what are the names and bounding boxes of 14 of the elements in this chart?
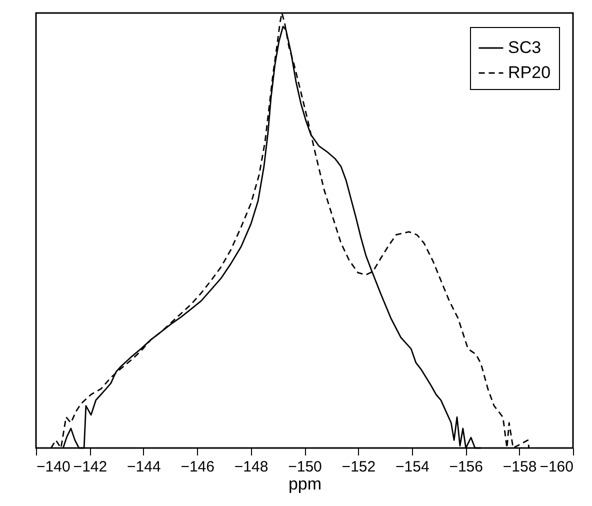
legend-label: RP20 (508, 63, 551, 82)
x-tick-label: −140 (36, 458, 70, 476)
x-tick-label: −156 (449, 458, 483, 476)
x-tick-label: −146 (180, 458, 214, 476)
x-tick-label: −160 (540, 458, 574, 476)
x-tick-label: −148 (234, 458, 268, 476)
x-tick-label: −158 (502, 458, 537, 476)
x-axis-title: ppm (288, 474, 322, 494)
x-tick-label: −152 (342, 458, 376, 476)
x-tick-label: −142 (73, 458, 108, 476)
x-tick-label: −144 (127, 458, 161, 476)
legend-label: SC3 (508, 38, 542, 57)
x-tick-label: −150 (288, 458, 322, 476)
x-tick-label: −154 (396, 458, 430, 476)
